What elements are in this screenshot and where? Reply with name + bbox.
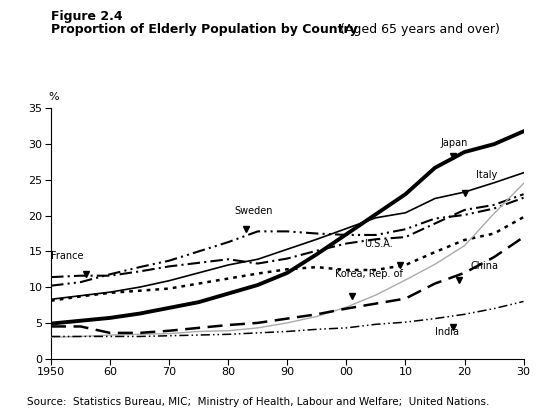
Text: U.S.A.: U.S.A. bbox=[364, 239, 393, 249]
Text: %: % bbox=[49, 92, 59, 102]
Text: France: France bbox=[51, 251, 84, 261]
Text: Italy: Italy bbox=[476, 170, 498, 180]
Text: China: China bbox=[470, 261, 498, 271]
Text: Korea, Rep. of: Korea, Rep. of bbox=[335, 269, 402, 279]
Text: India: India bbox=[435, 327, 459, 337]
Text: (Aged 65 years and over): (Aged 65 years and over) bbox=[336, 23, 499, 36]
Text: Japan: Japan bbox=[441, 138, 468, 148]
Text: Source:  Statistics Bureau, MIC;  Ministry of Health, Labour and Welfare;  Unite: Source: Statistics Bureau, MIC; Ministry… bbox=[27, 397, 489, 407]
Text: Proportion of Elderly Population by Country: Proportion of Elderly Population by Coun… bbox=[51, 23, 358, 36]
Text: Figure 2.4: Figure 2.4 bbox=[51, 10, 122, 23]
Text: Sweden: Sweden bbox=[234, 206, 273, 216]
